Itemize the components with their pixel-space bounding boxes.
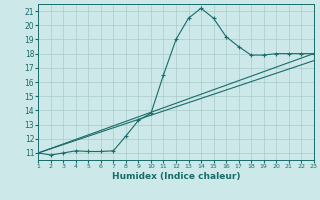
X-axis label: Humidex (Indice chaleur): Humidex (Indice chaleur) [112, 172, 240, 181]
